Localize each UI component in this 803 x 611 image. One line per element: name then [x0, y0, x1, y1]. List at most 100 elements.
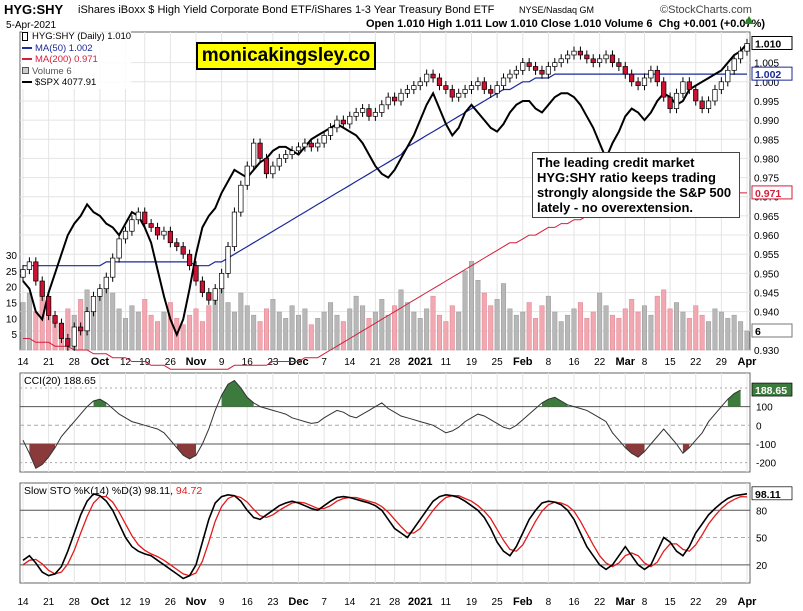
- last-ma200-label: 0.971: [755, 188, 781, 200]
- legend-ma50-label: MA(50) 1.002: [35, 42, 93, 54]
- candle: [513, 65, 519, 79]
- cci-oversold-area: [682, 443, 690, 454]
- candle: [52, 310, 58, 328]
- candle-body: [257, 142, 263, 159]
- candle-body: [116, 238, 122, 259]
- candle: [135, 207, 141, 225]
- legend-main-label: HYG:SHY (Daily) 1.010: [32, 31, 132, 42]
- x-tick-label-top: 16: [242, 357, 254, 368]
- x-tick-label-top: 19: [139, 357, 151, 368]
- ohlc-values: Open 1.010 High 1.011 Low 1.010 Close 1.…: [366, 18, 653, 30]
- candle: [424, 69, 430, 87]
- x-tick-label-bottom: 11: [441, 597, 452, 608]
- volume-bar: [20, 302, 26, 351]
- candle-body: [20, 269, 26, 278]
- candle: [283, 150, 289, 164]
- stockcharts-watermark: ©StockCharts.com: [660, 4, 752, 16]
- candle: [500, 73, 507, 91]
- candle: [327, 123, 334, 141]
- candle-body: [629, 73, 635, 83]
- candle-body: [731, 58, 737, 71]
- candle: [84, 307, 90, 336]
- x-tick-label-top: 21: [43, 357, 55, 368]
- brand-banner[interactable]: monicakingsley.co: [196, 42, 376, 70]
- cci-title: CCI(20) 188.65: [24, 375, 96, 387]
- candle-body: [513, 69, 519, 75]
- candle: [225, 241, 231, 278]
- x-tick-label-top: 22: [594, 357, 606, 368]
- candle-body: [436, 77, 443, 86]
- candle: [90, 291, 97, 317]
- candle-body: [276, 158, 282, 167]
- candle-body: [219, 273, 225, 290]
- volume-bar: [520, 311, 526, 351]
- last-ma50-label: 1.002: [755, 69, 781, 81]
- legend-volume: Volume 6: [22, 66, 131, 78]
- candle: [359, 104, 366, 118]
- legend-spx: $SPX 4077.91: [22, 77, 131, 89]
- candle-body: [392, 96, 398, 102]
- candle: [295, 142, 302, 156]
- volume-bar: [167, 302, 173, 351]
- candle: [103, 272, 109, 294]
- volume-bar: [533, 318, 539, 351]
- candle: [507, 69, 513, 83]
- candle: [46, 291, 52, 321]
- candle-body: [65, 338, 71, 347]
- candle-body: [39, 280, 45, 297]
- candle: [558, 54, 564, 68]
- x-tick-label-top: Apr: [738, 356, 758, 368]
- x-tick-label-bottom: 14: [344, 597, 356, 608]
- price-y-tick-label: 0.990: [754, 116, 779, 127]
- volume-bar: [667, 308, 673, 351]
- volume-bar: [616, 318, 622, 351]
- candle: [526, 58, 532, 72]
- last-ma50-label-box: [751, 66, 793, 81]
- candle: [584, 50, 590, 64]
- volume-bar: [590, 311, 596, 351]
- candle-body: [263, 158, 270, 175]
- candle: [641, 73, 648, 91]
- x-tick-label-bottom: 21: [43, 597, 55, 608]
- volume-bar: [372, 311, 378, 351]
- candle: [199, 276, 205, 298]
- volume-bar: [686, 318, 692, 351]
- panel-frame-2: [19, 372, 751, 473]
- candle-body: [379, 104, 385, 113]
- candle: [257, 138, 263, 164]
- volume-y-tick-label: 20: [6, 283, 18, 294]
- legend-ma200: MA(200) 0.971: [22, 54, 131, 66]
- volume-bar: [436, 314, 442, 351]
- candle: [667, 92, 673, 114]
- volume-bar: [526, 302, 532, 351]
- cci-y-tick-label: 100: [756, 403, 773, 414]
- x-tick-label-top: Feb: [513, 356, 533, 368]
- volume-bar: [571, 308, 577, 351]
- up-triangle-icon: [744, 16, 754, 24]
- candle: [392, 92, 398, 106]
- candle: [648, 65, 654, 83]
- candle: [661, 77, 667, 102]
- candle: [597, 54, 603, 68]
- price-legend: HYG:SHY (Daily) 1.010 MA(50) 1.002 MA(20…: [22, 31, 132, 89]
- volume-bar: [539, 305, 545, 351]
- candle: [520, 58, 526, 75]
- x-tick-label-bottom: 14: [17, 597, 29, 608]
- price-y-tick-label: 0.950: [754, 269, 779, 280]
- volume-bar: [443, 321, 449, 351]
- volume-bar: [680, 311, 686, 351]
- x-tick-label-bottom: 19: [139, 597, 151, 608]
- candle: [654, 65, 660, 87]
- legend-spx-label: $SPX 4077.91: [35, 77, 97, 88]
- candle-body: [186, 253, 193, 267]
- price-y-tick-label: 0.955: [754, 250, 779, 261]
- volume-bar: [706, 321, 712, 351]
- volume-bar: [199, 321, 205, 351]
- candle-body: [571, 50, 577, 56]
- candle: [629, 69, 635, 87]
- candle-body: [347, 115, 353, 125]
- exchange-label: NYSE/Nasdaq GM: [519, 5, 595, 15]
- candle-body: [244, 165, 250, 186]
- volume-bar: [366, 318, 372, 351]
